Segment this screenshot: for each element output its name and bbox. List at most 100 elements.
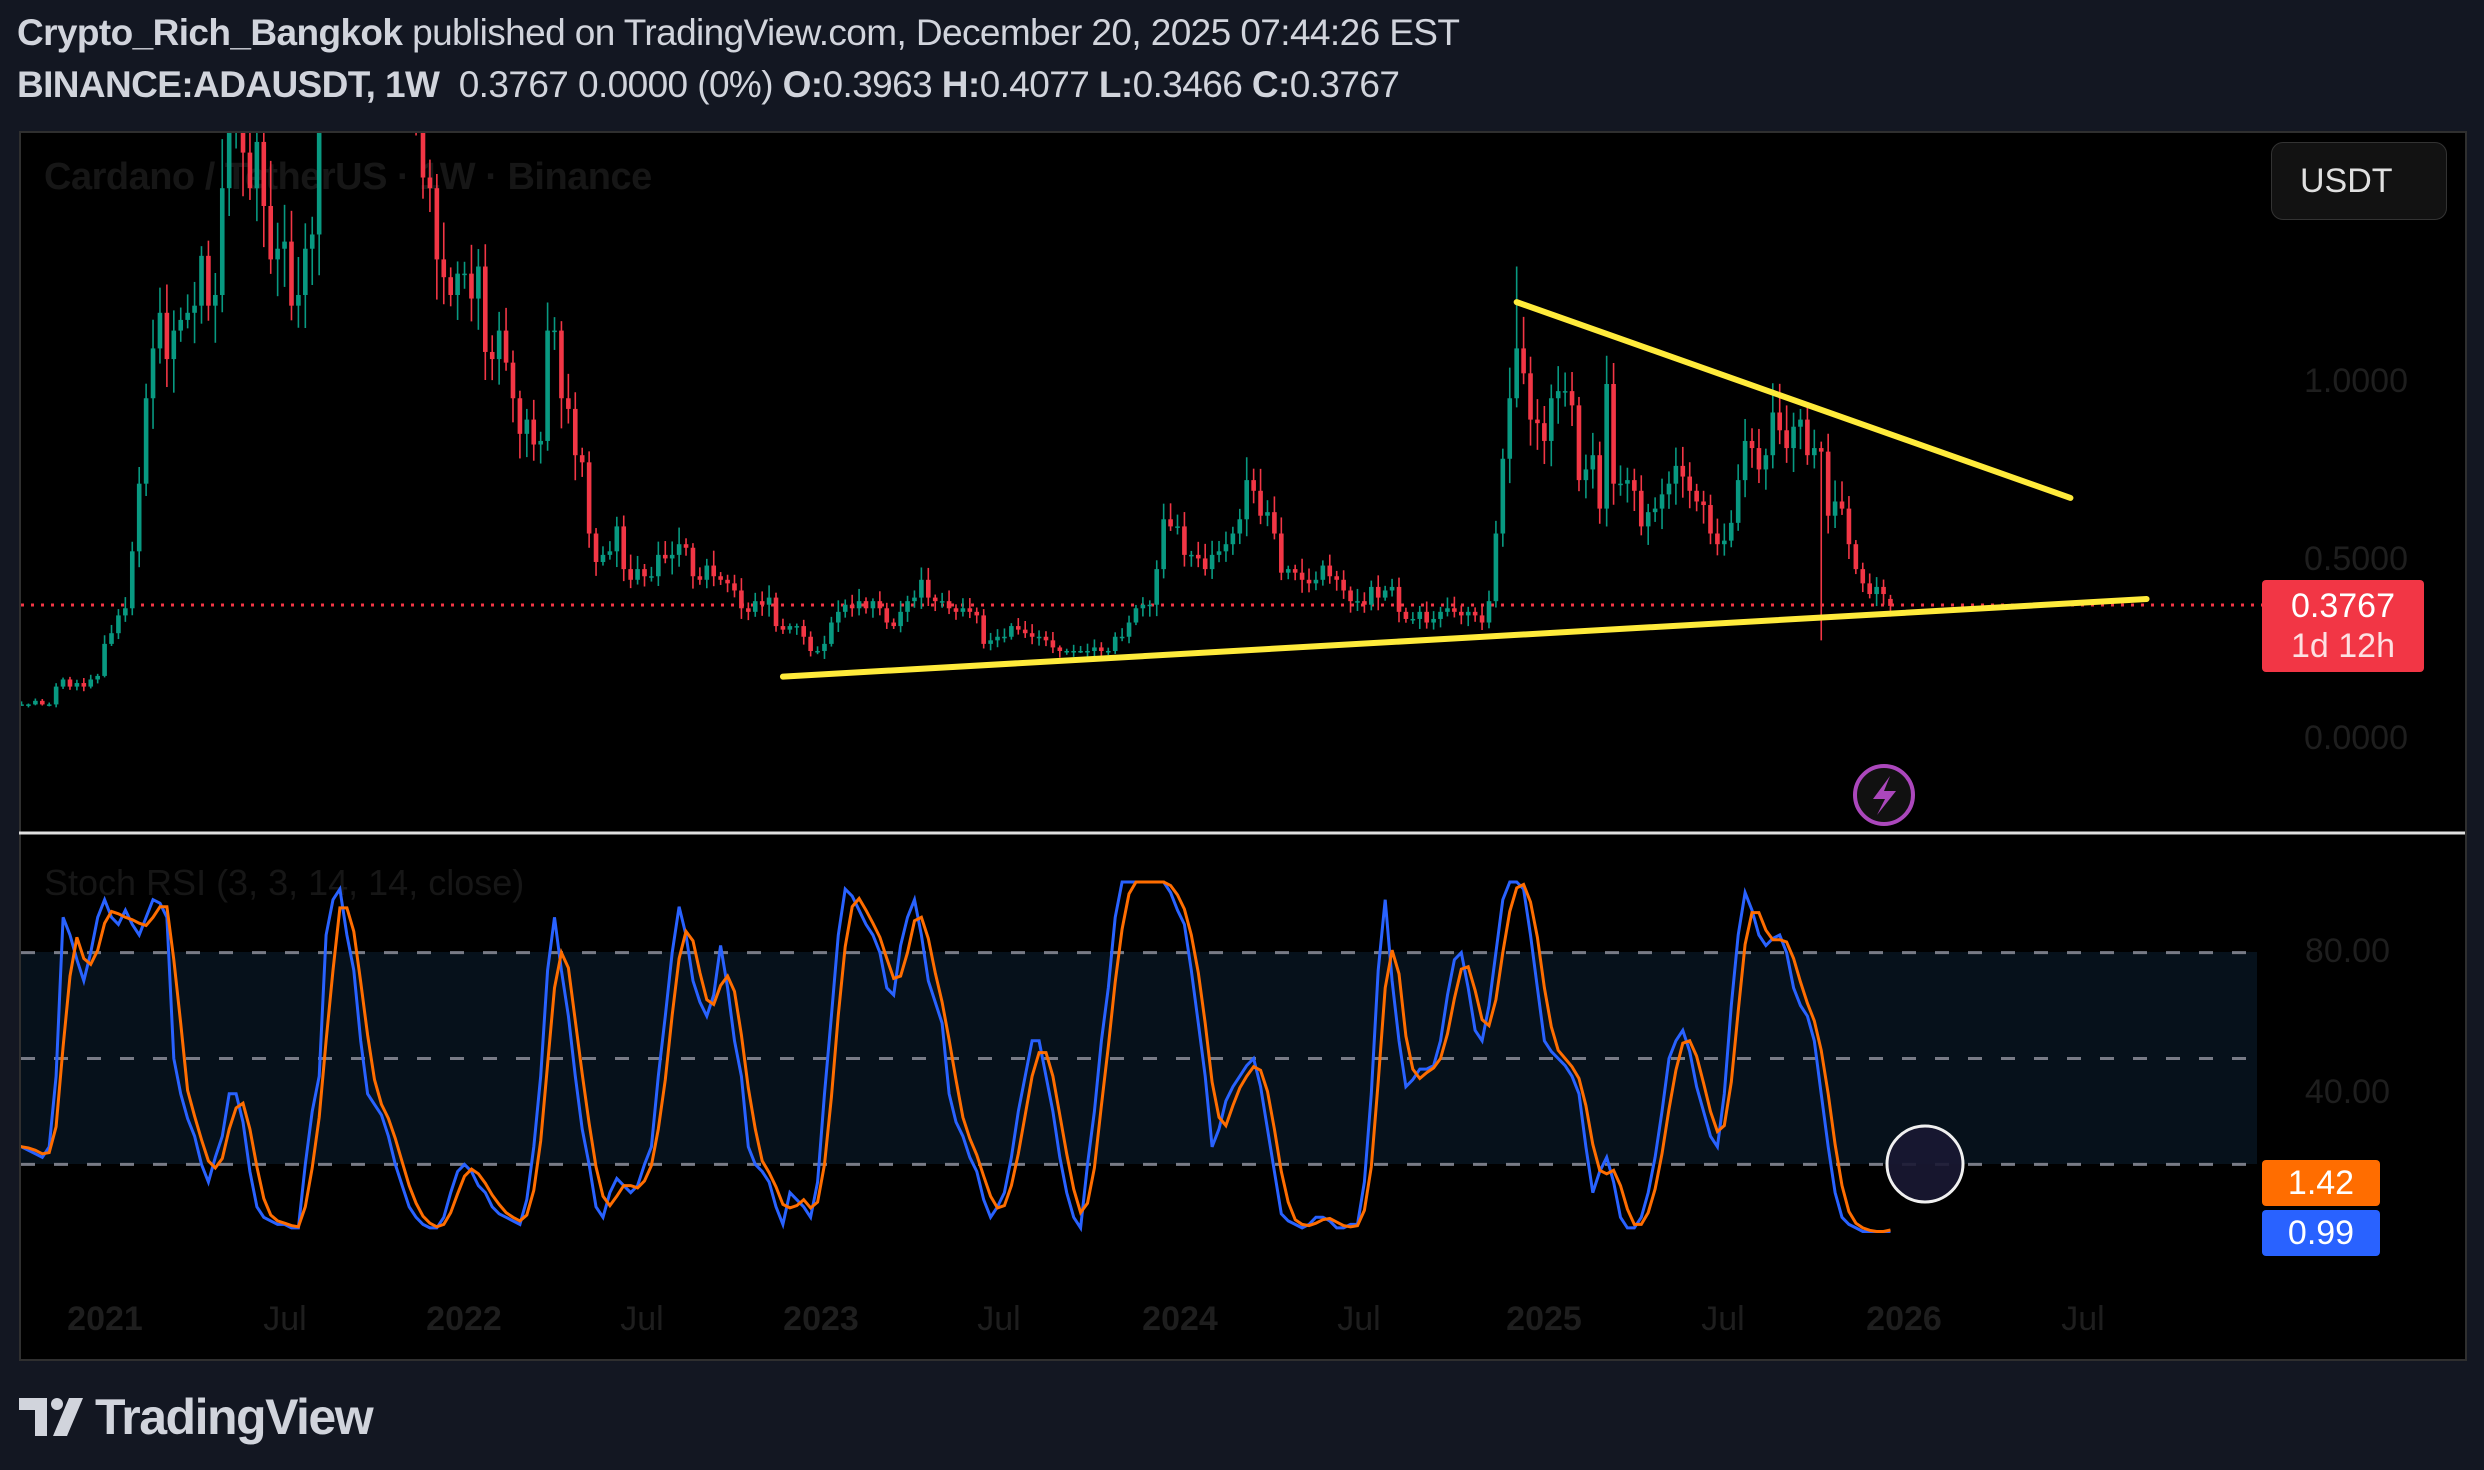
candle-body	[289, 241, 294, 306]
candle-body	[462, 273, 467, 276]
candle-body	[441, 259, 447, 278]
candle-body	[1645, 512, 1651, 527]
candle-body	[303, 248, 308, 295]
candle-body	[905, 601, 910, 612]
candle-body	[1355, 601, 1360, 603]
candle-body	[1701, 501, 1706, 506]
candle-body	[1002, 636, 1007, 639]
candle-body	[219, 188, 225, 295]
candle-body	[946, 601, 952, 609]
candle-body	[1742, 440, 1748, 481]
candle-body	[1195, 554, 1201, 559]
candle-body	[1569, 391, 1575, 406]
time-tick: 2024	[1142, 1300, 1218, 1338]
candle-body	[1597, 455, 1603, 509]
candle-body	[482, 266, 488, 352]
price-tick: 0.0000	[2304, 719, 2408, 757]
candle-body	[1009, 626, 1014, 637]
currency-button[interactable]: USDT	[2271, 142, 2447, 220]
candle-body	[1244, 480, 1250, 520]
candle-body	[1285, 569, 1291, 573]
candle-body	[1618, 483, 1623, 486]
candle-body	[815, 651, 820, 653]
candle-body	[296, 295, 301, 306]
candle-body	[275, 248, 280, 260]
time-tick: Jul	[977, 1300, 1021, 1338]
publish-text: published on TradingView.com, December 2…	[402, 12, 1460, 53]
candle-body	[1396, 586, 1402, 612]
candle-body	[801, 626, 807, 637]
candle-body	[967, 608, 973, 612]
candle-body	[1770, 412, 1776, 456]
candle-body	[1458, 611, 1464, 616]
candle-body	[1472, 611, 1478, 616]
candle-body	[829, 622, 834, 644]
candle-body	[1223, 544, 1229, 552]
candle-body	[856, 601, 862, 609]
candle-body	[1417, 611, 1423, 619]
candle-body	[67, 679, 73, 687]
candle-body	[1452, 608, 1457, 612]
candle-body	[1548, 398, 1554, 441]
candle-body	[1652, 508, 1658, 513]
candle-body	[621, 526, 627, 570]
candle-body	[919, 579, 924, 598]
stoch-tick: 80.00	[2304, 932, 2390, 970]
candle-body	[81, 683, 87, 687]
candle-body	[635, 569, 640, 580]
candle-body	[960, 608, 966, 612]
candle-body	[1272, 512, 1277, 534]
candle-body	[1521, 348, 1526, 374]
candle-body	[566, 398, 571, 409]
candle-body	[718, 576, 723, 580]
candle-body	[1673, 465, 1679, 484]
candle-body	[261, 141, 267, 206]
candle-body	[704, 565, 710, 580]
candle-body	[1147, 604, 1153, 607]
lightning-alert-icon[interactable]	[1853, 764, 1915, 826]
time-tick: Jul	[620, 1300, 664, 1338]
candle-body	[1756, 448, 1762, 470]
candle-body	[324, 0, 329, 81]
candle-body	[1320, 565, 1326, 580]
candle-body	[586, 462, 592, 534]
candle-body	[1036, 636, 1042, 639]
time-tick: 2021	[67, 1300, 143, 1338]
candle-body	[974, 611, 980, 616]
candle-body	[88, 679, 94, 687]
candle-body	[926, 579, 931, 598]
candle-body	[995, 636, 1000, 641]
candle-body	[448, 277, 453, 295]
symbol-info: BINANCE:ADAUSDT, 1W 0.3767 0.0000 (0%) O…	[17, 64, 1400, 106]
candle-body	[1583, 469, 1589, 481]
candle-body	[102, 643, 107, 676]
candle-body	[1590, 455, 1596, 470]
candle-body	[842, 604, 848, 612]
close-label: C:	[1251, 64, 1290, 105]
tradingview-logo[interactable]: TradingView	[19, 1388, 374, 1446]
price-change: 0.0000 (0%)	[577, 64, 774, 105]
low-label: L:	[1098, 64, 1133, 105]
candle-body	[282, 241, 287, 249]
candle-body	[206, 255, 211, 306]
candle-body	[1057, 647, 1063, 651]
candle-body	[787, 626, 793, 630]
author-name[interactable]: Crypto_Rich_Bangkok	[17, 12, 403, 53]
candle-body	[1749, 440, 1755, 449]
candle-body	[1535, 419, 1540, 424]
candle-body	[109, 633, 114, 644]
candle-body	[1209, 554, 1215, 570]
candle-body	[185, 312, 190, 320]
candle-body	[1216, 551, 1222, 555]
candle-body	[503, 330, 509, 363]
candle-body	[400, 28, 405, 46]
candle-body	[1078, 651, 1083, 653]
candle-body	[510, 362, 516, 399]
candle-body	[607, 551, 613, 555]
candle-body	[53, 686, 59, 705]
candle-body	[642, 569, 647, 577]
candle-body	[1202, 558, 1208, 570]
candle-body	[1341, 579, 1346, 591]
last-price: 0.3767	[458, 64, 569, 105]
